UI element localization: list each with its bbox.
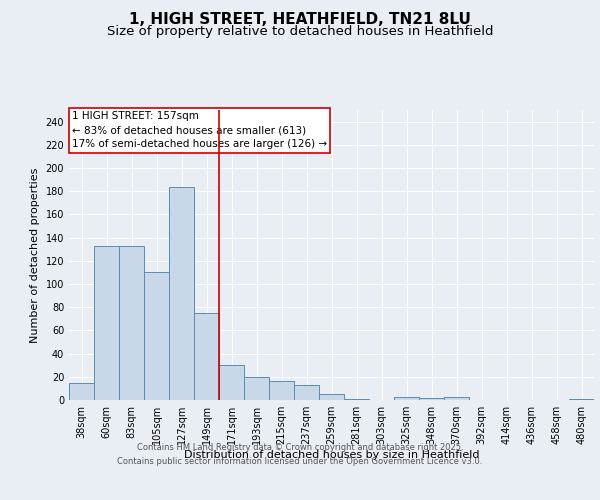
Text: 1, HIGH STREET, HEATHFIELD, TN21 8LU: 1, HIGH STREET, HEATHFIELD, TN21 8LU <box>129 12 471 28</box>
Bar <box>94 246 119 400</box>
Text: Size of property relative to detached houses in Heathfield: Size of property relative to detached ho… <box>107 25 493 38</box>
Text: Contains public sector information licensed under the Open Government Licence v3: Contains public sector information licen… <box>118 458 482 466</box>
Text: 1 HIGH STREET: 157sqm
← 83% of detached houses are smaller (613)
17% of semi-det: 1 HIGH STREET: 157sqm ← 83% of detached … <box>71 112 327 150</box>
Bar <box>69 382 94 400</box>
X-axis label: Distribution of detached houses by size in Heathfield: Distribution of detached houses by size … <box>184 450 479 460</box>
Bar <box>319 394 344 400</box>
Bar <box>119 246 144 400</box>
Bar <box>244 377 269 400</box>
Y-axis label: Number of detached properties: Number of detached properties <box>30 168 40 342</box>
Bar <box>444 396 469 400</box>
Bar <box>344 399 369 400</box>
Bar <box>219 365 244 400</box>
Bar <box>419 398 444 400</box>
Bar <box>569 399 594 400</box>
Text: Contains HM Land Registry data © Crown copyright and database right 2025.: Contains HM Land Registry data © Crown c… <box>137 442 463 452</box>
Bar <box>194 313 219 400</box>
Bar <box>169 186 194 400</box>
Bar <box>144 272 169 400</box>
Bar <box>394 396 419 400</box>
Bar <box>269 382 294 400</box>
Bar <box>294 385 319 400</box>
